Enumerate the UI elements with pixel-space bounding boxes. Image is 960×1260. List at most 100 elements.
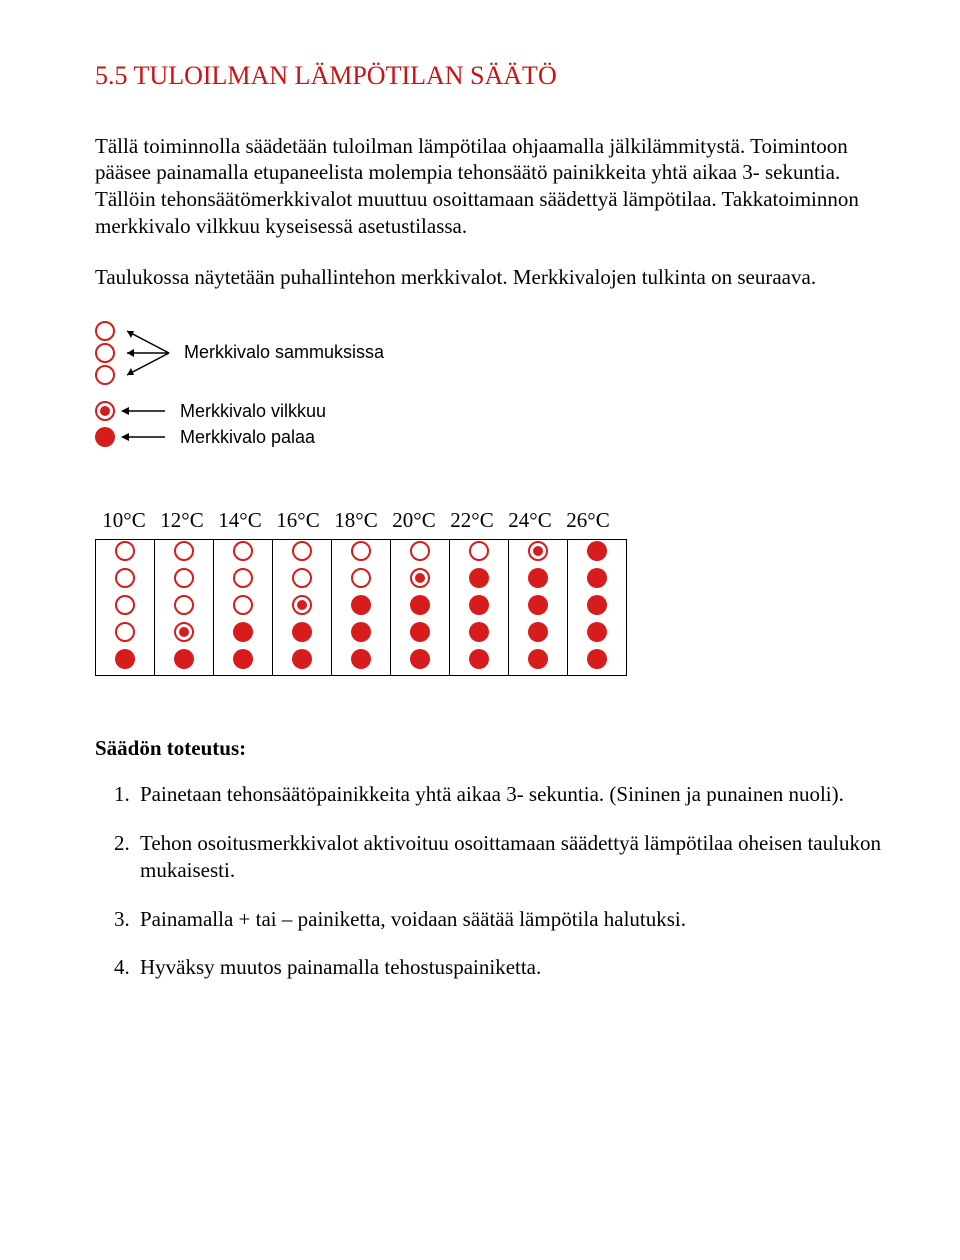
legend-on-label: Merkkivalo palaa bbox=[180, 427, 315, 448]
led-blink-icon bbox=[528, 541, 548, 561]
chart-cell bbox=[450, 594, 509, 621]
chart-cell bbox=[332, 567, 391, 594]
led-on-icon bbox=[469, 649, 489, 669]
chart-cell bbox=[568, 594, 627, 621]
chart-column-header: 14°C bbox=[211, 508, 269, 533]
led-on-icon bbox=[95, 427, 115, 447]
chart-column-header: 10°C bbox=[95, 508, 153, 533]
chart-column-header: 18°C bbox=[327, 508, 385, 533]
led-on-icon bbox=[587, 568, 607, 588]
led-on-icon bbox=[115, 649, 135, 669]
chart-cell bbox=[155, 594, 214, 621]
legend-on-group: Merkkivalo palaa bbox=[95, 427, 890, 448]
led-off-icon bbox=[115, 541, 135, 561]
chart-column-header: 20°C bbox=[385, 508, 443, 533]
led-on-icon bbox=[233, 622, 253, 642]
chart-cell bbox=[332, 648, 391, 676]
arrow-icon bbox=[115, 401, 170, 421]
led-on-icon bbox=[174, 649, 194, 669]
chart-cell bbox=[273, 621, 332, 648]
chart-column-header: 26°C bbox=[559, 508, 617, 533]
led-off-icon bbox=[233, 541, 253, 561]
led-on-icon bbox=[528, 595, 548, 615]
chart-cell bbox=[332, 594, 391, 621]
chart-cell bbox=[568, 567, 627, 594]
led-off-icon bbox=[174, 595, 194, 615]
chart-cell bbox=[155, 621, 214, 648]
led-on-icon bbox=[587, 595, 607, 615]
led-on-icon bbox=[587, 649, 607, 669]
led-off-icon bbox=[351, 541, 371, 561]
chart-cell bbox=[332, 539, 391, 567]
led-blink-icon bbox=[410, 568, 430, 588]
led-on-icon bbox=[351, 622, 371, 642]
arrow-icon bbox=[115, 427, 170, 447]
legend-off-label: Merkkivalo sammuksissa bbox=[184, 342, 384, 363]
led-on-icon bbox=[528, 649, 548, 669]
led-on-icon bbox=[351, 595, 371, 615]
chart-cell bbox=[96, 594, 155, 621]
chart-cell bbox=[509, 621, 568, 648]
chart-cell bbox=[96, 539, 155, 567]
led-on-icon bbox=[292, 622, 312, 642]
chart-cell bbox=[214, 621, 273, 648]
chart-column-header: 16°C bbox=[269, 508, 327, 533]
chart-cell bbox=[450, 567, 509, 594]
chart-cell bbox=[391, 621, 450, 648]
procedure-heading: Säädön toteutus: bbox=[95, 736, 890, 761]
chart-cell bbox=[450, 621, 509, 648]
chart-cell bbox=[450, 539, 509, 567]
chart-cell bbox=[332, 621, 391, 648]
chart-cell bbox=[155, 648, 214, 676]
chart-cell bbox=[568, 621, 627, 648]
led-off-icon bbox=[174, 541, 194, 561]
chart-cell bbox=[155, 567, 214, 594]
step-2: Tehon osoitusmerkkivalot aktivoituu osoi… bbox=[135, 830, 890, 884]
chart-cell bbox=[391, 539, 450, 567]
bracket-arrow-icon bbox=[119, 321, 174, 385]
led-on-icon bbox=[410, 595, 430, 615]
led-off-icon bbox=[95, 343, 115, 363]
chart-cell bbox=[96, 648, 155, 676]
section-heading: 5.5 TULOILMAN LÄMPÖTILAN SÄÄTÖ bbox=[95, 60, 890, 93]
led-blink-icon bbox=[292, 595, 312, 615]
chart-cell bbox=[214, 539, 273, 567]
led-on-icon bbox=[233, 649, 253, 669]
led-on-icon bbox=[469, 595, 489, 615]
legend-blink-label: Merkkivalo vilkkuu bbox=[180, 401, 326, 422]
step-1: Painetaan tehonsäätöpainikkeita yhtä aik… bbox=[135, 781, 890, 808]
led-off-icon bbox=[115, 595, 135, 615]
chart-cell bbox=[155, 539, 214, 567]
chart-column-header: 12°C bbox=[153, 508, 211, 533]
led-on-icon bbox=[469, 568, 489, 588]
chart-cell bbox=[273, 594, 332, 621]
led-off-icon bbox=[233, 595, 253, 615]
chart-cell bbox=[391, 594, 450, 621]
led-off-icon bbox=[95, 321, 115, 341]
led-off-icon bbox=[469, 541, 489, 561]
led-off-icon bbox=[292, 541, 312, 561]
chart-column-header: 24°C bbox=[501, 508, 559, 533]
led-off-icon bbox=[351, 568, 371, 588]
led-off-icon bbox=[115, 622, 135, 642]
chart-column-header: 22°C bbox=[443, 508, 501, 533]
paragraph-1: Tällä toiminnolla säädetään tuloilman lä… bbox=[95, 133, 890, 241]
led-on-icon bbox=[528, 568, 548, 588]
led-chart-table bbox=[95, 539, 627, 676]
led-off-icon bbox=[292, 568, 312, 588]
chart-cell bbox=[568, 648, 627, 676]
legend-blink-group: Merkkivalo vilkkuu bbox=[95, 401, 890, 422]
step-4: Hyväksy muutos painamalla tehostuspainik… bbox=[135, 954, 890, 981]
step-3: Painamalla + tai – painiketta, voidaan s… bbox=[135, 906, 890, 933]
chart-cell bbox=[273, 539, 332, 567]
chart-cell bbox=[509, 648, 568, 676]
chart-cell bbox=[450, 648, 509, 676]
chart-cell bbox=[214, 648, 273, 676]
led-legend: Merkkivalo sammuksissa Merkkivalo vilkku… bbox=[95, 321, 890, 448]
procedure-list: Painetaan tehonsäätöpainikkeita yhtä aik… bbox=[95, 781, 890, 981]
led-on-icon bbox=[587, 622, 607, 642]
led-off-icon bbox=[95, 365, 115, 385]
led-on-icon bbox=[410, 622, 430, 642]
led-on-icon bbox=[587, 541, 607, 561]
chart-cell bbox=[509, 539, 568, 567]
